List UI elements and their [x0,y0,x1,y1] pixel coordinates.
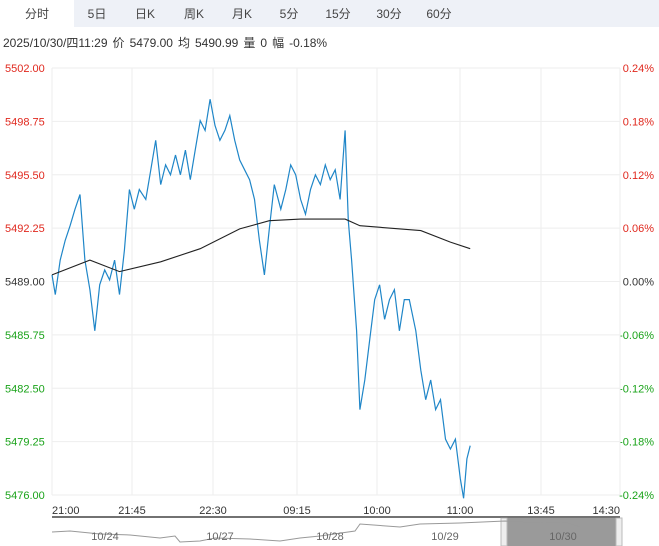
y-tick-right: 0.06% [623,223,654,235]
navigator-date: 10/29 [431,531,459,543]
tab-60min[interactable]: 60分 [426,7,452,21]
y-tick-left: 5482.50 [5,383,45,395]
navigator-date: 10/28 [316,531,344,543]
y-tick-right: -0.06% [619,330,654,342]
x-tick: 13:45 [527,505,555,517]
y-tick-right: -0.18% [619,437,654,449]
tab-weekly-k[interactable]: 周K [183,7,204,21]
tab-30min[interactable]: 30分 [376,7,402,21]
x-tick: 10:00 [363,505,391,517]
navigator-handle-left[interactable] [500,517,508,546]
x-tick: 09:15 [283,505,311,517]
vol-value: 0 [260,36,268,50]
x-tick: 22:30 [199,505,227,517]
y-tick-left: 5479.25 [5,437,45,449]
tab-daily-k[interactable]: 日K [134,7,155,21]
tab-intraday[interactable]: 分时 [0,0,74,27]
y-tick-left: 5495.50 [5,170,45,182]
navigator-date: 10/30 [549,531,577,543]
y-tick-right: -0.12% [619,383,654,395]
navigator-selection [505,518,620,546]
price-line [51,99,471,499]
avg-line [51,218,471,276]
chg-value: -0.18% [289,36,328,50]
x-tick: 14:30 [592,505,620,517]
x-tick: 11:00 [447,505,474,517]
y-tick-right: 0.00% [623,277,654,289]
y-tick-right: -0.24% [619,490,654,502]
quote-info: 2025/10/30/四11:29 价 5479.00 均 5490.99 量 0 幅 -0.1… [3,34,332,51]
navigator-handle-right[interactable] [615,517,623,546]
y-tick-left: 5498.75 [5,116,45,128]
navigator-date: 10/24 [91,531,119,543]
y-tick-left: 5492.25 [5,223,45,235]
chg-label: 幅 [272,36,285,50]
navigator-line [51,520,581,543]
y-tick-left: 5485.75 [5,330,45,342]
period-tabs: 分时 5日 日K 周K 月K 5分 15分 30分 60分 [0,0,659,27]
vol-label: 量 [243,36,256,50]
price-label: 价 [112,36,125,50]
y-tick-right: 0.12% [623,170,654,182]
navigator-date: 10/27 [206,531,234,543]
tab-15min[interactable]: 15分 [325,7,351,21]
price-value: 5479.00 [129,36,173,50]
y-tick-left: 5502.00 [5,63,45,75]
tab-monthly-k[interactable]: 月K [231,7,252,21]
avg-label: 均 [177,36,190,50]
tab-5day[interactable]: 5日 [87,7,107,21]
y-tick-right: 0.18% [623,116,654,128]
avg-value: 5490.99 [194,36,239,50]
y-tick-left: 5489.00 [5,277,45,289]
y-tick-left: 5476.00 [5,490,45,502]
datetime: 2025/10/30/四11:29 [3,36,108,50]
y-tick-right: 0.24% [623,63,654,75]
tab-5min[interactable]: 5分 [279,7,299,21]
x-tick: 21:45 [118,505,146,517]
x-tick: 21:00 [52,505,80,517]
